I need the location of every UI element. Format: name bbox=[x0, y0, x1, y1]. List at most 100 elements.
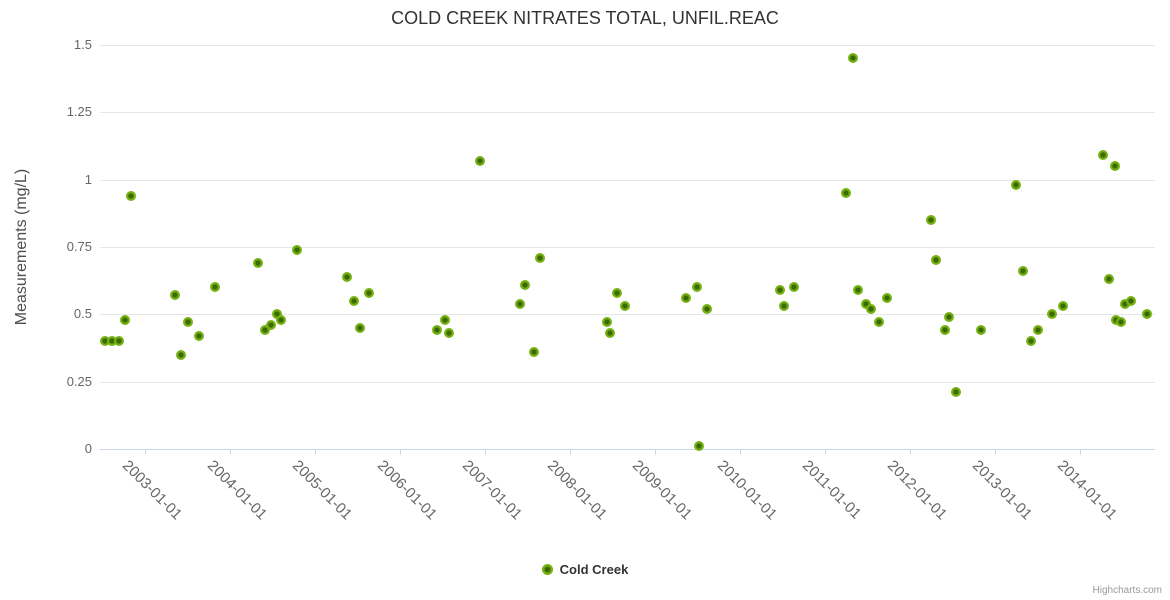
data-point[interactable] bbox=[100, 336, 111, 347]
data-point[interactable] bbox=[1032, 325, 1043, 336]
data-point[interactable] bbox=[169, 290, 180, 301]
x-axis-tick bbox=[654, 450, 656, 455]
data-point[interactable] bbox=[529, 347, 540, 358]
data-point[interactable] bbox=[604, 328, 615, 339]
data-point[interactable] bbox=[848, 53, 859, 64]
data-point[interactable] bbox=[681, 293, 692, 304]
data-point[interactable] bbox=[1026, 336, 1037, 347]
data-point[interactable] bbox=[774, 285, 785, 296]
data-point[interactable] bbox=[943, 312, 954, 323]
data-point[interactable] bbox=[534, 252, 545, 263]
data-point[interactable] bbox=[259, 325, 270, 336]
data-point[interactable] bbox=[210, 282, 221, 293]
data-point[interactable] bbox=[926, 215, 937, 226]
data-point[interactable] bbox=[788, 282, 799, 293]
data-point[interactable] bbox=[1110, 161, 1121, 172]
gridline bbox=[100, 45, 1155, 46]
y-tick-label: 1.5 bbox=[73, 37, 92, 52]
data-point[interactable] bbox=[444, 328, 455, 339]
data-point[interactable] bbox=[779, 301, 790, 312]
x-axis-tick bbox=[739, 450, 741, 455]
data-point[interactable] bbox=[440, 314, 451, 325]
x-axis-tick bbox=[995, 450, 996, 455]
data-point[interactable] bbox=[865, 303, 876, 314]
y-axis-title: Measurements (mg/L) bbox=[13, 168, 30, 326]
data-point[interactable] bbox=[602, 317, 613, 328]
data-point[interactable] bbox=[291, 244, 302, 255]
data-point[interactable] bbox=[882, 293, 893, 304]
x-axis-tick bbox=[229, 450, 231, 455]
data-point[interactable] bbox=[873, 317, 884, 328]
gridline bbox=[100, 247, 1155, 248]
data-point[interactable] bbox=[107, 336, 118, 347]
data-point[interactable] bbox=[114, 336, 125, 347]
data-point[interactable] bbox=[1058, 301, 1069, 312]
highcharts-credits-link[interactable]: Highcharts.com bbox=[1092, 585, 1162, 596]
data-point[interactable] bbox=[841, 188, 852, 199]
data-point[interactable] bbox=[860, 298, 871, 309]
data-point[interactable] bbox=[363, 287, 374, 298]
data-point[interactable] bbox=[1104, 274, 1115, 285]
data-point[interactable] bbox=[694, 441, 705, 452]
gridline bbox=[100, 314, 1155, 316]
data-point[interactable] bbox=[930, 255, 941, 266]
x-axis-tick bbox=[484, 450, 486, 455]
gridline bbox=[100, 179, 1155, 181]
data-point[interactable] bbox=[1142, 309, 1153, 320]
data-point[interactable] bbox=[611, 287, 622, 298]
data-point[interactable] bbox=[432, 325, 443, 336]
y-tick-label: 0.75 bbox=[66, 239, 92, 254]
data-point[interactable] bbox=[692, 282, 703, 293]
data-point[interactable] bbox=[701, 303, 712, 314]
data-point[interactable] bbox=[349, 295, 360, 306]
data-point[interactable] bbox=[271, 309, 282, 320]
data-point[interactable] bbox=[1011, 180, 1022, 191]
data-point[interactable] bbox=[852, 285, 863, 296]
data-point[interactable] bbox=[515, 298, 526, 309]
x-axis-tick bbox=[569, 450, 571, 455]
gridline bbox=[100, 112, 1155, 114]
data-point[interactable] bbox=[519, 279, 530, 290]
x-tick-label: 2010-01-01 bbox=[713, 457, 781, 524]
data-point[interactable] bbox=[940, 325, 951, 336]
data-point[interactable] bbox=[252, 258, 263, 269]
data-point[interactable] bbox=[1018, 266, 1029, 277]
data-point[interactable] bbox=[193, 330, 204, 341]
data-point[interactable] bbox=[342, 271, 353, 282]
data-point[interactable] bbox=[1119, 298, 1130, 309]
x-tick-label: 2006-01-01 bbox=[373, 457, 440, 524]
y-tick-label: 0.25 bbox=[66, 373, 92, 389]
data-point[interactable] bbox=[474, 155, 485, 166]
y-tick-label: 1 bbox=[84, 171, 92, 187]
x-tick-label: 2007-01-01 bbox=[458, 457, 525, 524]
x-axis-tick bbox=[144, 450, 146, 455]
chart-title: COLD CREEK NITRATES TOTAL, UNFIL.REAC bbox=[391, 8, 779, 28]
data-point[interactable] bbox=[265, 320, 276, 331]
data-point[interactable] bbox=[950, 387, 961, 398]
data-point[interactable] bbox=[126, 190, 137, 201]
legend-item-cold-creek[interactable]: Cold Creek bbox=[541, 562, 629, 577]
data-point[interactable] bbox=[182, 317, 193, 328]
x-tick-label: 2005-01-01 bbox=[288, 457, 355, 524]
data-point[interactable] bbox=[1046, 309, 1057, 320]
data-point[interactable] bbox=[355, 322, 366, 333]
data-point[interactable] bbox=[1116, 317, 1127, 328]
x-tick-label: 2013-01-01 bbox=[968, 457, 1036, 524]
x-tick-label: 2008-01-01 bbox=[543, 457, 611, 524]
x-axis-tick bbox=[399, 450, 401, 455]
data-point[interactable] bbox=[1125, 295, 1136, 306]
data-point[interactable] bbox=[1098, 150, 1109, 161]
x-tick-label: 2004-01-01 bbox=[203, 457, 270, 524]
data-point[interactable] bbox=[975, 325, 986, 336]
data-point[interactable] bbox=[120, 314, 131, 325]
y-tick-label: 1.25 bbox=[66, 104, 92, 120]
x-tick-label: 2011-01-01 bbox=[798, 457, 865, 523]
data-point[interactable] bbox=[276, 314, 287, 325]
x-axis-tick bbox=[909, 450, 911, 455]
legend-label: Cold Creek bbox=[559, 562, 629, 577]
data-point[interactable] bbox=[175, 349, 186, 360]
data-point[interactable] bbox=[619, 301, 630, 312]
x-tick-label: 2009-01-01 bbox=[628, 457, 696, 524]
x-axis-line bbox=[100, 449, 1155, 450]
x-tick-label: 2014-01-01 bbox=[1054, 457, 1121, 524]
